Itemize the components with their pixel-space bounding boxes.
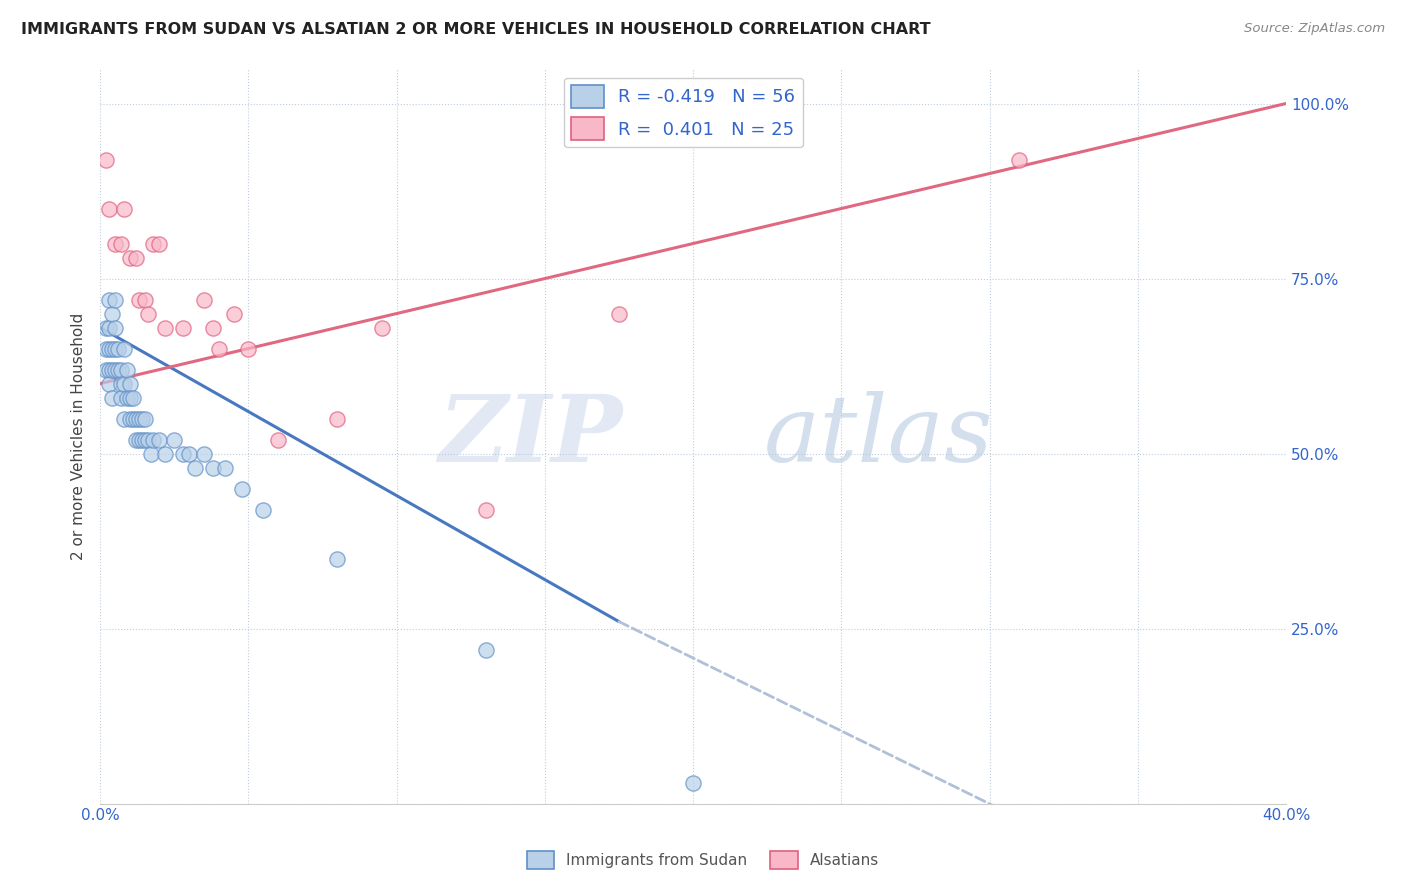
Point [110, 362, 132, 376]
Point [94, 342, 117, 356]
Point [107, 342, 129, 356]
Point [98, 342, 121, 356]
Point [214, 460, 236, 475]
Point [371, 320, 394, 334]
Point [131, 411, 153, 425]
Point [125, 251, 148, 265]
Point [177, 446, 200, 460]
Point [474, 502, 496, 516]
Point [134, 433, 156, 447]
Text: Source: ZipAtlas.com: Source: ZipAtlas.com [1244, 22, 1385, 36]
Point [172, 320, 194, 334]
Point [231, 482, 253, 496]
Point [238, 342, 260, 356]
Point [142, 433, 165, 447]
Point [104, 293, 127, 307]
Point [267, 433, 290, 447]
Point [136, 307, 159, 321]
Point [193, 446, 215, 460]
Point [155, 446, 177, 460]
Point [112, 342, 135, 356]
Point [139, 446, 162, 460]
Y-axis label: 2 or more Vehicles in Household: 2 or more Vehicles in Household [72, 312, 86, 559]
Point [326, 551, 349, 566]
Point [128, 293, 150, 307]
Legend: R = -0.419   N = 56, R =  0.401   N = 25: R = -0.419 N = 56, R = 0.401 N = 25 [564, 78, 803, 147]
Point [118, 391, 141, 405]
Point [222, 307, 245, 321]
Point [110, 236, 132, 251]
Point [112, 202, 135, 216]
Point [148, 433, 170, 447]
Point [98, 320, 121, 334]
Point [184, 460, 207, 475]
Point [1008, 153, 1031, 167]
Point [474, 642, 496, 657]
Point [94, 153, 117, 167]
Point [118, 251, 141, 265]
Point [112, 376, 135, 391]
Point [121, 411, 143, 425]
Text: ZIP: ZIP [437, 391, 621, 481]
Point [201, 320, 224, 334]
Point [125, 411, 148, 425]
Point [112, 411, 135, 425]
Point [128, 411, 150, 425]
Legend: Immigrants from Sudan, Alsatians: Immigrants from Sudan, Alsatians [520, 845, 886, 875]
Point [128, 433, 150, 447]
Point [104, 342, 127, 356]
Point [104, 320, 127, 334]
Point [101, 391, 124, 405]
Point [607, 307, 630, 321]
Point [163, 433, 186, 447]
Point [115, 391, 138, 405]
Point [107, 362, 129, 376]
Point [131, 433, 153, 447]
Point [134, 411, 156, 425]
Point [155, 320, 177, 334]
Point [94, 320, 117, 334]
Point [98, 202, 121, 216]
Point [118, 411, 141, 425]
Point [142, 236, 165, 251]
Point [101, 362, 124, 376]
Text: atlas: atlas [765, 391, 994, 481]
Point [252, 502, 274, 516]
Point [193, 293, 215, 307]
Point [110, 376, 132, 391]
Point [201, 460, 224, 475]
Point [326, 411, 349, 425]
Point [121, 391, 143, 405]
Point [94, 362, 117, 376]
Point [101, 342, 124, 356]
Point [98, 293, 121, 307]
Point [118, 376, 141, 391]
Point [110, 391, 132, 405]
Point [682, 775, 704, 789]
Point [104, 236, 127, 251]
Point [208, 342, 231, 356]
Point [136, 433, 159, 447]
Point [101, 307, 124, 321]
Text: IMMIGRANTS FROM SUDAN VS ALSATIAN 2 OR MORE VEHICLES IN HOUSEHOLD CORRELATION CH: IMMIGRANTS FROM SUDAN VS ALSATIAN 2 OR M… [21, 22, 931, 37]
Point [148, 236, 170, 251]
Point [104, 362, 127, 376]
Point [98, 362, 121, 376]
Point [125, 433, 148, 447]
Point [172, 446, 194, 460]
Point [98, 376, 121, 391]
Point [115, 362, 138, 376]
Point [134, 293, 156, 307]
